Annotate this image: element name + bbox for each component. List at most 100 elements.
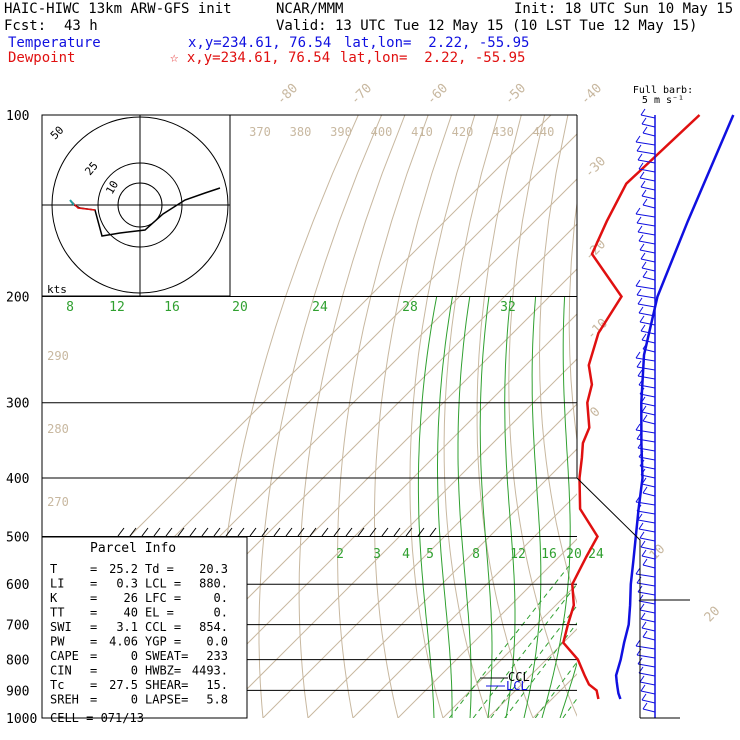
hodograph-kts-label: kts	[47, 283, 67, 296]
wind-barb	[640, 252, 646, 260]
dry-adiabat-line	[258, 115, 383, 718]
valid-time: Valid: 13 UTC Tue 12 May 15 (10 LST Tue …	[276, 18, 698, 34]
wind-barb	[640, 468, 646, 476]
wind-barb	[637, 231, 656, 236]
wind-barb	[640, 684, 646, 692]
isotherm-line	[442, 583, 577, 718]
parcel-value: 3.1	[116, 620, 138, 634]
wind-barb	[636, 288, 642, 296]
dewpoint-latlon: lat,lon= 2.22, -55.95	[340, 50, 526, 66]
hatch-mark	[357, 527, 365, 537]
wind-barb	[642, 348, 656, 353]
parcel-value: 0	[131, 693, 138, 707]
parcel-label: K	[50, 591, 58, 605]
parcel-label: CAPE	[50, 649, 79, 663]
parcel-value: 233	[206, 649, 228, 663]
wind-barb	[641, 555, 656, 560]
wind-barb	[637, 447, 656, 452]
parcel-cell: CELL = 071/13	[50, 711, 144, 725]
parcel-value: 854.	[199, 620, 228, 634]
wind-barb	[641, 405, 647, 413]
wind-barb	[635, 567, 641, 575]
wind-barb	[639, 321, 656, 326]
wind-barb	[640, 618, 656, 623]
dry-adiabat-line	[298, 115, 406, 718]
moist-adiabat-line	[614, 297, 740, 719]
isotherm-label: -50	[502, 81, 529, 108]
parcel-label: LAPSE=	[145, 693, 188, 707]
model-title: HAIC-HIWC 13km ARW-GFS init	[4, 1, 232, 17]
wind-barb	[638, 312, 656, 317]
wind-barb	[641, 267, 656, 272]
wind-barb	[639, 603, 645, 611]
isotherm-line	[307, 448, 577, 718]
parcel-title: Parcel Info	[90, 541, 176, 556]
dry-adiabat-line	[476, 115, 534, 718]
wind-barb	[642, 564, 656, 569]
wind-barb	[642, 636, 656, 641]
mixing-ratio-label: 24	[588, 547, 604, 562]
parcel-label: LFC =	[145, 591, 181, 605]
fcst-value: 43 h	[64, 18, 98, 34]
parcel-label: SWI	[50, 620, 72, 634]
mixing-ratio-line	[490, 604, 577, 718]
barb-title: Full barb:	[633, 85, 693, 96]
pressure-label: 500	[6, 530, 29, 545]
wind-barb	[636, 216, 642, 224]
wind-barb	[640, 114, 656, 119]
dry-adiabat-line	[409, 115, 476, 718]
wind-barb	[635, 501, 656, 506]
hatch-mark	[405, 527, 413, 537]
wind-barb	[636, 510, 656, 515]
wind-barb	[641, 411, 656, 416]
wind-barb	[640, 396, 646, 404]
theta-label: 280	[47, 422, 69, 436]
temperature-legend: Temperature	[8, 35, 101, 51]
hodograph-start	[69, 199, 75, 206]
fcst-label: Fcst:	[4, 18, 47, 34]
parcel-equals: =	[90, 693, 97, 707]
pressure-label: 400	[6, 472, 29, 487]
isotherm-line	[172, 313, 577, 718]
wind-barb	[641, 627, 656, 632]
wind-barb	[639, 387, 645, 395]
hatch-mark	[129, 527, 137, 537]
wind-barb	[638, 528, 656, 533]
wind-barb	[635, 429, 656, 434]
parcel-label: LCL =	[145, 577, 181, 591]
mixing-ratio-label: 4	[402, 547, 410, 562]
isotherm-line	[578, 115, 740, 718]
wind-barb	[642, 630, 648, 638]
wind-barb	[635, 639, 641, 647]
theta-label: 440	[533, 125, 555, 139]
wind-barb	[641, 123, 656, 128]
pressure-label: 200	[6, 291, 29, 306]
wind-barb	[640, 474, 656, 479]
wind-barb	[642, 420, 656, 425]
hatch-mark	[117, 527, 125, 537]
hatch-mark	[177, 527, 185, 537]
parcel-value: 880.	[199, 577, 228, 591]
mixing-ratio-label: 3	[373, 547, 381, 562]
wind-barb	[640, 330, 656, 335]
hatch-mark	[369, 527, 377, 537]
wind-barb	[636, 360, 642, 368]
parcel-label: CIN	[50, 664, 72, 678]
mixing-ratio-label: 28	[402, 300, 418, 315]
theta-label: 420	[452, 125, 474, 139]
parcel-label: SWEAT=	[145, 649, 188, 663]
diagram-frame	[576, 477, 641, 718]
moist-adiabat-line	[578, 297, 644, 719]
hatch-mark	[213, 527, 221, 537]
pressure-label: 300	[6, 397, 29, 412]
wind-barb	[635, 351, 641, 359]
wind-barb	[639, 537, 656, 542]
wind-barb	[638, 384, 656, 389]
isotherm-line	[668, 115, 740, 718]
wind-barb	[642, 492, 656, 497]
wind-barb	[638, 456, 656, 461]
parcel-value: 40	[124, 606, 138, 620]
wind-barb	[639, 465, 656, 470]
wind-barb	[638, 600, 656, 605]
wind-barb	[641, 699, 656, 704]
